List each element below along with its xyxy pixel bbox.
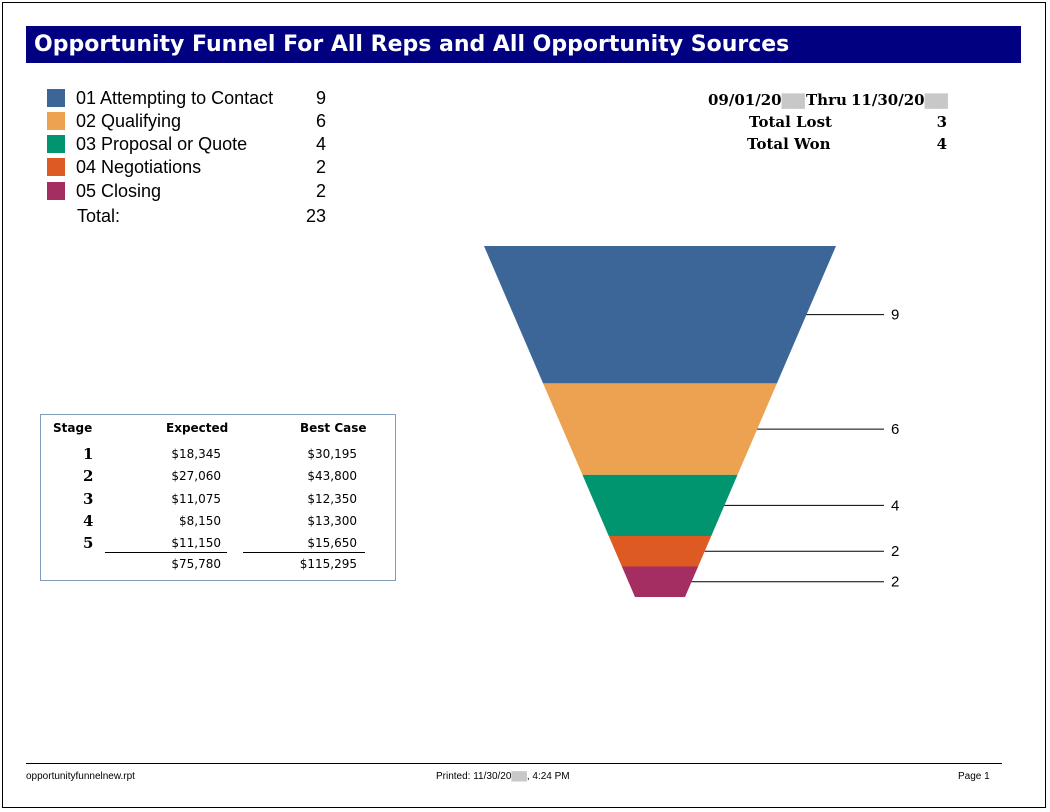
header-best-case: Best Case (300, 421, 367, 435)
stage-cell: 2 (83, 467, 94, 485)
funnel-data-label: 4 (891, 497, 899, 514)
best-case-cell: $43,800 (307, 469, 357, 483)
total-lost-label: Total Lost (749, 113, 832, 131)
stage-cell: 5 (83, 534, 94, 552)
funnel-data-label: 2 (891, 574, 899, 591)
total-won-label: Total Won (747, 135, 831, 153)
expected-total-rule (105, 552, 227, 553)
legend-label: 03 Proposal or Quote (76, 134, 248, 154)
expected-cell: $8,150 (179, 514, 221, 528)
legend-swatch (47, 158, 65, 176)
total-lost-value: 3 (936, 113, 947, 131)
legend-count: 2 (315, 157, 326, 177)
legend-swatch (47, 112, 65, 130)
expected-cell: $18,345 (171, 447, 221, 461)
expected-total: $75,780 (171, 557, 221, 571)
best-case-cell: $12,350 (307, 492, 357, 506)
start-date: 09/01/20▇▇ (708, 91, 805, 109)
expected-cell: $27,060 (171, 469, 221, 483)
best-case-total-rule (243, 552, 365, 553)
legend-item: 03 Proposal or Quote 4 (46, 133, 326, 155)
legend-label: 02 Qualifying (76, 111, 182, 131)
header-expected: Expected (166, 421, 229, 435)
legend-label: 04 Negotiations (76, 157, 202, 177)
legend-swatch (47, 135, 65, 153)
funnel-segment (608, 535, 712, 567)
best-case-total: $115,295 (299, 557, 357, 571)
legend-label: 01 Attempting to Contact (76, 88, 274, 108)
best-case-cell: $13,300 (307, 514, 357, 528)
best-case-cell: $15,650 (307, 536, 357, 550)
total-won-value: 4 (936, 135, 947, 153)
legend-count: 4 (315, 134, 326, 154)
thru-label: Thru (806, 91, 847, 109)
footer-page-number: Page 1 (958, 771, 990, 782)
expected-cell: $11,150 (171, 536, 221, 550)
funnel-data-label: 2 (891, 543, 899, 560)
header-stage: Stage (53, 421, 93, 435)
stage-cell: 1 (83, 445, 94, 463)
stage-cell: 4 (83, 512, 94, 530)
legend-count: 6 (315, 111, 326, 131)
footer-file-name: opportunityfunnelnew.rpt (26, 771, 135, 782)
footer-rule (26, 763, 1002, 764)
best-case-cell: $30,195 (307, 447, 357, 461)
legend-total-label: Total: (77, 206, 121, 226)
stage-cell: 3 (83, 490, 94, 508)
funnel-segment (582, 474, 738, 536)
legend-count: 9 (315, 88, 326, 108)
funnel-data-label: 6 (891, 421, 899, 438)
legend-swatch (47, 89, 65, 107)
legend-count: 2 (315, 181, 326, 201)
expected-cell: $11,075 (171, 492, 221, 506)
funnel-segment (621, 566, 699, 597)
funnel-segment (543, 383, 777, 475)
legend-item: 04 Negotiations 2 (46, 156, 326, 178)
legend-item: 01 Attempting to Contact 9 (46, 87, 326, 109)
legend-item: 05 Closing 2 (46, 180, 326, 202)
stage-value-table: Stage Expected Best Case 1 $18,345 $30,1… (40, 414, 396, 581)
footer-printed: Printed: 11/30/20▇▇, 4:24 PM (436, 771, 570, 782)
funnel-data-label: 9 (891, 307, 899, 324)
report-title: Opportunity Funnel For All Reps and All … (26, 26, 1021, 63)
end-date: 11/30/20▇▇ (851, 91, 948, 109)
legend-label: 05 Closing (76, 181, 162, 201)
legend-item: 02 Qualifying 6 (46, 110, 326, 132)
legend-total-value: 23 (305, 206, 326, 226)
funnel-segment (484, 246, 836, 384)
legend-swatch (47, 182, 65, 200)
